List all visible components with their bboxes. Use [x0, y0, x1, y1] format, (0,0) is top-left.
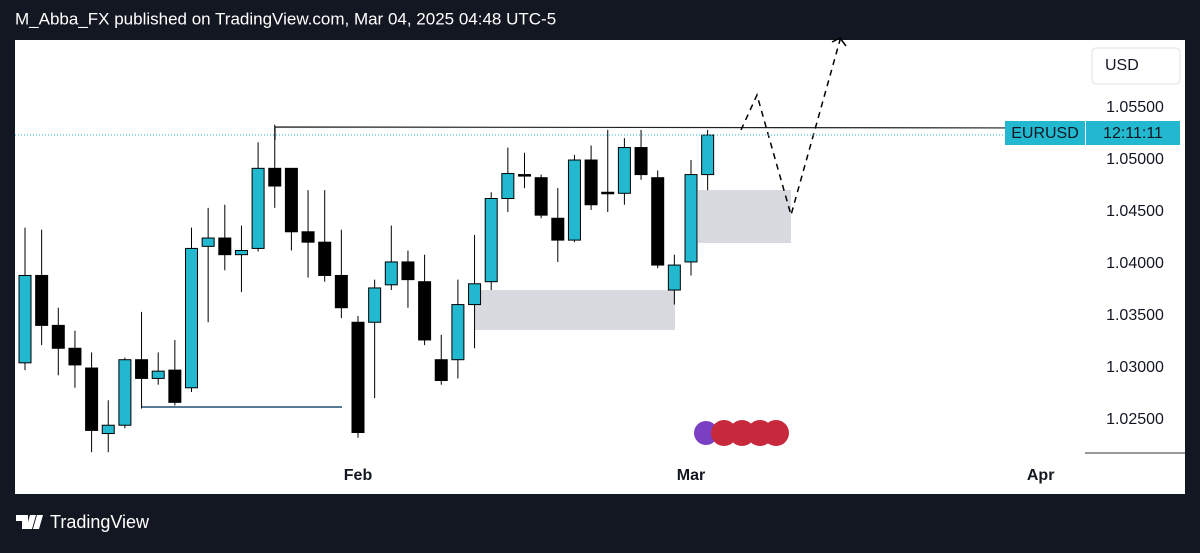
candle-body [634, 147, 648, 176]
candle-body [101, 424, 115, 435]
candle-body [667, 264, 681, 291]
candle-body [684, 174, 698, 263]
candle-body [334, 274, 348, 309]
candle-body [251, 167, 265, 249]
countdown-box [1086, 121, 1180, 145]
candle-body [284, 167, 298, 233]
candle-body [551, 217, 565, 241]
candle-body [201, 237, 215, 247]
candle-body [318, 241, 332, 276]
candle-body [51, 324, 65, 349]
x-tick-label: Mar [677, 467, 705, 484]
header-title: M_Abba_FX published on TradingView.com, … [15, 9, 556, 28]
candle-body [351, 321, 365, 434]
icon [763, 420, 789, 446]
arrow-head [831, 37, 847, 47]
footer-brand: TradingView [50, 512, 150, 532]
candle-body [468, 283, 482, 306]
candle-body [518, 174, 531, 177]
currency: USD [1105, 57, 1139, 74]
icon [711, 420, 737, 446]
x-tick-label: Feb [344, 467, 373, 484]
candle-body [85, 367, 99, 431]
candle-body [401, 261, 415, 281]
icon [694, 421, 718, 445]
countdown: 12:11:11 [1103, 125, 1163, 142]
candle-body [534, 177, 548, 216]
symbol-box [1005, 121, 1085, 145]
candle-body [384, 261, 398, 286]
candle-body [185, 247, 198, 389]
logo-mark [16, 515, 43, 529]
candle-body [484, 198, 498, 283]
candle-body [68, 347, 82, 366]
chart-area [15, 40, 1185, 494]
y-tick-label: 1.03000 [1106, 359, 1164, 376]
candle-body [451, 304, 465, 361]
candle-body [601, 191, 615, 195]
candle-body [567, 159, 581, 241]
candle-body [18, 274, 32, 364]
currency-box[interactable] [1091, 47, 1181, 85]
event-icons [694, 420, 789, 446]
candle-body [368, 287, 382, 323]
candle-body [135, 359, 149, 379]
symbol: EURUSD [1011, 125, 1079, 142]
x-tick-label: Apr [1027, 467, 1055, 484]
y-tick-label: 1.05000 [1106, 151, 1164, 168]
candle-body [151, 370, 165, 379]
y-tick-label: 1.03500 [1106, 307, 1164, 324]
candle-body [234, 250, 248, 256]
candle-body [701, 134, 715, 176]
icon [729, 420, 755, 446]
zone [698, 190, 791, 243]
projection-path [740, 39, 841, 218]
y-tick-label: 1.04000 [1106, 255, 1164, 272]
candle-body [651, 177, 665, 266]
candle-body [301, 231, 315, 243]
candle-body [434, 359, 448, 382]
y-tick-label: 1.04500 [1106, 203, 1164, 220]
candle-body [418, 281, 432, 341]
candle-body [118, 359, 132, 426]
candle-body [501, 173, 515, 200]
candle-body [168, 369, 182, 403]
logo [16, 515, 43, 529]
y-tick-label: 1.05500 [1106, 99, 1164, 116]
y-tick-label: 1.02500 [1106, 411, 1164, 428]
candle-body [35, 274, 49, 326]
candle-body [218, 237, 232, 256]
candle-body [584, 159, 598, 206]
candle-body [617, 147, 631, 194]
candle-body [268, 167, 282, 187]
zone [475, 290, 675, 330]
